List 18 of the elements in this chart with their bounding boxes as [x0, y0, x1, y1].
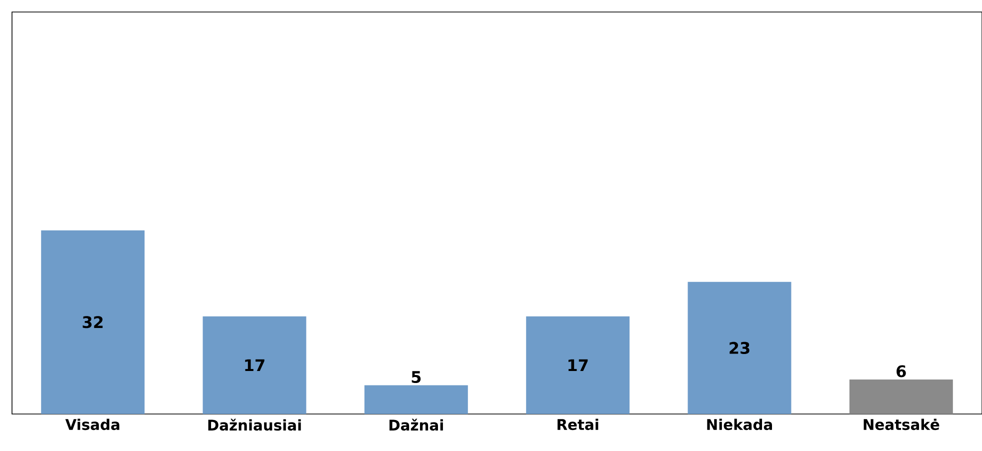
- data-label: 17: [568, 359, 588, 372]
- data-label: 6: [896, 365, 906, 378]
- bar: [41, 230, 145, 414]
- bar: [526, 316, 630, 414]
- bar: [688, 282, 792, 414]
- bar: [364, 385, 468, 414]
- x-tick-label: Visada: [65, 418, 120, 430]
- bar: [202, 316, 306, 414]
- x-tick-label: Neatsakė: [864, 418, 940, 430]
- x-tick-label: Retai: [558, 418, 598, 430]
- data-label: 23: [730, 342, 750, 354]
- data-label: 32: [82, 316, 103, 328]
- x-tick-label: Dažniausiai: [208, 418, 301, 431]
- x-tick-label: Niekada: [707, 418, 772, 430]
- bar: [849, 380, 953, 414]
- x-tick-label: Dažnai: [390, 418, 443, 431]
- data-label: 5: [412, 371, 421, 384]
- data-label: 17: [245, 359, 264, 372]
